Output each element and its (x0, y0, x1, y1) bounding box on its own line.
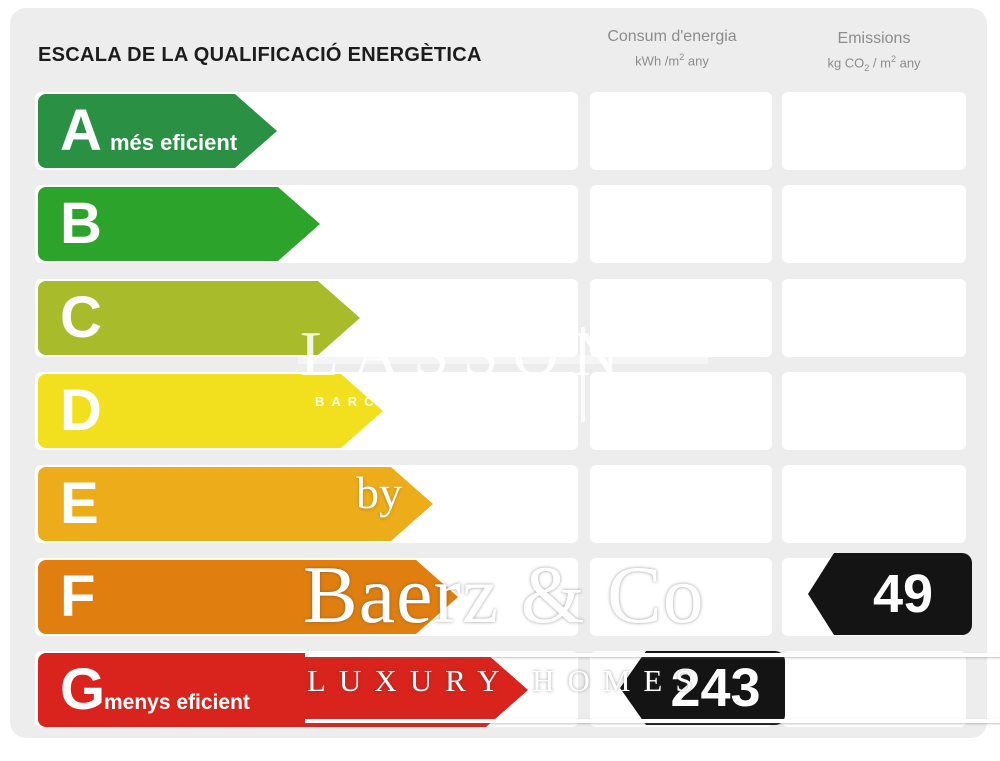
consumption-cell (590, 372, 772, 450)
column-header-emissions: Emissions kg CO2 / m2 any (782, 30, 966, 73)
rating-bar-d: D (38, 374, 383, 448)
scale-row-f: F 49 (10, 553, 987, 636)
consumption-cell (590, 465, 772, 543)
rating-bar-b: B (38, 187, 320, 261)
emissions-unit-sub: 2 (864, 62, 870, 73)
grade-letter: D (60, 378, 102, 443)
grade-letter: F (60, 564, 96, 629)
consumption-value: 243 (670, 658, 761, 718)
consumption-header-units: kWh /m2 any (580, 52, 764, 68)
emissions-cell (782, 372, 966, 450)
emissions-unit-mid: / m (869, 55, 891, 71)
rating-bar-e: E (38, 467, 433, 541)
grade-label: menys eficient (104, 691, 250, 714)
emissions-cell (782, 185, 966, 263)
emissions-cell (782, 279, 966, 357)
grade-letter: B (60, 191, 102, 256)
scale-row-c: C (10, 279, 987, 357)
emissions-unit-sup: 2 (890, 54, 896, 64)
rating-bar-a: A més eficient (38, 94, 277, 168)
grade-label: més eficient (110, 130, 238, 155)
emissions-cell (782, 92, 966, 170)
scale-row-e: E (10, 465, 987, 543)
consumption-value-badge: 243 (620, 651, 785, 725)
emissions-header-units: kg CO2 / m2 any (782, 54, 966, 73)
consumption-unit-sup: 2 (679, 52, 685, 62)
emissions-value: 49 (872, 564, 934, 624)
emissions-unit-text: kg CO (827, 55, 865, 71)
grade-letter: G (60, 657, 106, 722)
rating-bar-g: G menys eficient (38, 653, 528, 727)
rating-bar-c: C (38, 281, 360, 355)
grade-letter: E (60, 471, 99, 536)
rating-bar-f: F (38, 560, 458, 634)
scale-row-b: B (10, 185, 987, 263)
scale-row-d: D (10, 372, 987, 450)
emissions-header-label: Emissions (837, 30, 911, 47)
emissions-cell (782, 465, 966, 543)
scale-row-g: G menys eficient 243 (10, 651, 987, 727)
emissions-unit-suffix: any (895, 55, 921, 71)
emissions-value-badge: 49 (808, 553, 972, 635)
emissions-cell (782, 651, 966, 727)
grade-letter: A (60, 98, 102, 163)
consumption-cell (590, 279, 772, 357)
page-title: ESCALA DE LA QUALIFICACIÓ ENERGÈTICA (38, 44, 482, 66)
scale-row-a: A més eficient (10, 92, 987, 170)
consumption-cell (590, 185, 772, 263)
energy-scale-panel: ESCALA DE LA QUALIFICACIÓ ENERGÈTICA Con… (10, 8, 987, 738)
consumption-header-label: Consum d'energia (607, 28, 737, 45)
grade-letter: C (60, 285, 102, 350)
consumption-unit-suffix: any (684, 53, 709, 69)
consumption-unit-text: kWh /m (635, 53, 680, 69)
consumption-cell (590, 558, 772, 636)
consumption-cell (590, 92, 772, 170)
column-header-consumption: Consum d'energia kWh /m2 any (580, 28, 764, 68)
